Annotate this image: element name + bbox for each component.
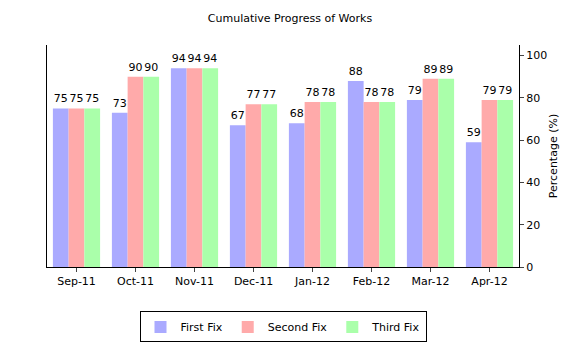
svg-text:Dec-11: Dec-11 xyxy=(234,275,273,288)
svg-text:79: 79 xyxy=(408,84,422,97)
svg-text:78: 78 xyxy=(321,86,335,99)
svg-text:90: 90 xyxy=(144,61,158,74)
svg-text:94: 94 xyxy=(203,52,217,65)
svg-text:Second Fix: Second Fix xyxy=(268,321,328,334)
svg-text:90: 90 xyxy=(129,61,143,74)
svg-text:60: 60 xyxy=(526,134,540,147)
svg-text:77: 77 xyxy=(247,88,261,101)
svg-text:75: 75 xyxy=(70,92,84,105)
svg-text:0: 0 xyxy=(526,261,533,274)
svg-text:77: 77 xyxy=(262,88,276,101)
svg-text:Mar-12: Mar-12 xyxy=(411,275,449,288)
svg-text:88: 88 xyxy=(349,65,363,78)
svg-text:67: 67 xyxy=(231,109,245,122)
svg-text:68: 68 xyxy=(290,107,304,120)
svg-text:94: 94 xyxy=(188,52,202,65)
svg-text:Sep-11: Sep-11 xyxy=(57,275,96,288)
svg-text:94: 94 xyxy=(172,52,186,65)
svg-text:89: 89 xyxy=(424,63,438,76)
svg-text:Oct-11: Oct-11 xyxy=(117,275,154,288)
svg-text:100: 100 xyxy=(526,49,547,62)
svg-text:First Fix: First Fix xyxy=(181,321,223,334)
svg-text:79: 79 xyxy=(498,84,512,97)
svg-text:Third Fix: Third Fix xyxy=(371,321,419,334)
svg-text:89: 89 xyxy=(439,63,453,76)
svg-text:Nov-11: Nov-11 xyxy=(175,275,214,288)
svg-text:73: 73 xyxy=(113,97,127,110)
svg-text:79: 79 xyxy=(483,84,497,97)
svg-text:78: 78 xyxy=(380,86,394,99)
svg-text:Apr-12: Apr-12 xyxy=(471,275,507,288)
svg-text:40: 40 xyxy=(526,176,540,189)
svg-text:78: 78 xyxy=(306,86,320,99)
svg-text:75: 75 xyxy=(85,92,99,105)
svg-text:80: 80 xyxy=(526,92,540,105)
svg-text:Percentage (%): Percentage (%) xyxy=(547,114,560,198)
svg-text:Cumulative Progress of Works: Cumulative Progress of Works xyxy=(208,12,373,25)
svg-text:59: 59 xyxy=(467,126,481,139)
svg-text:Feb-12: Feb-12 xyxy=(353,275,390,288)
svg-text:20: 20 xyxy=(526,219,540,232)
svg-text:78: 78 xyxy=(365,86,379,99)
svg-text:75: 75 xyxy=(54,92,68,105)
svg-text:Jan-12: Jan-12 xyxy=(294,275,330,288)
